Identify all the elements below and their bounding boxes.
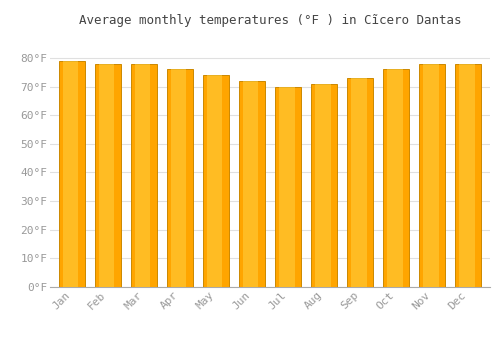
Bar bbox=[456, 64, 481, 287]
Bar bbox=[351, 78, 366, 287]
Bar bbox=[94, 64, 120, 287]
Bar bbox=[420, 64, 446, 287]
Bar bbox=[347, 78, 373, 287]
Bar bbox=[460, 64, 475, 287]
Bar bbox=[315, 84, 330, 287]
Bar bbox=[423, 64, 439, 287]
Bar bbox=[239, 81, 265, 287]
Bar bbox=[387, 69, 402, 287]
Bar bbox=[167, 69, 193, 287]
Bar bbox=[383, 69, 409, 287]
Bar bbox=[62, 61, 78, 287]
Bar bbox=[134, 64, 150, 287]
Bar bbox=[275, 86, 301, 287]
Bar bbox=[243, 81, 258, 287]
Bar bbox=[203, 75, 229, 287]
Bar bbox=[207, 75, 222, 287]
Title: Average monthly temperatures (°F ) in Cĩcero Dantas: Average monthly temperatures (°F ) in Cĩ… bbox=[79, 14, 461, 27]
Bar bbox=[131, 64, 157, 287]
Bar bbox=[58, 61, 84, 287]
Bar bbox=[170, 69, 186, 287]
Bar bbox=[279, 86, 294, 287]
Bar bbox=[98, 64, 114, 287]
Bar bbox=[311, 84, 337, 287]
